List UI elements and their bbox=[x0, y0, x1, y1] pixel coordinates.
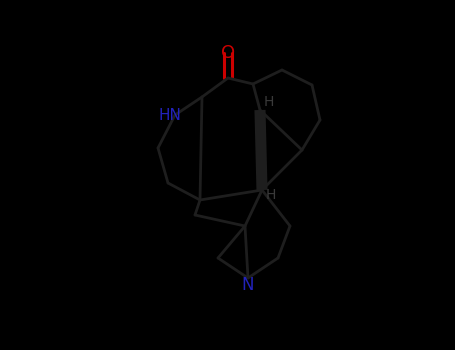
Text: H: H bbox=[266, 188, 276, 202]
Text: HN: HN bbox=[158, 107, 182, 122]
Text: O: O bbox=[221, 44, 235, 62]
Text: N: N bbox=[242, 276, 254, 294]
Text: H: H bbox=[264, 95, 274, 109]
